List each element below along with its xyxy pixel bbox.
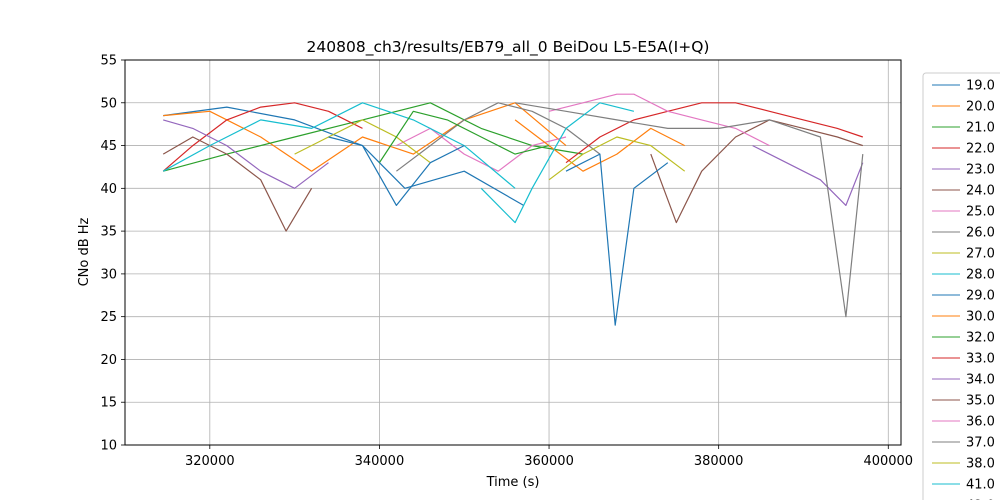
- series-line-32.0: [378, 110, 550, 164]
- x-axis: 320000 340000 360000 380000 400000: [185, 445, 913, 469]
- legend-entry-24.0: 24.0: [966, 184, 995, 199]
- legend-entry-25.0: 25.0: [966, 205, 995, 220]
- legend-entry-19.0: 19.0: [966, 79, 995, 94]
- chart-title: 240808_ch3/results/EB79_all_0 BeiDou L5-…: [307, 38, 710, 57]
- series-line-35.0: [650, 119, 863, 224]
- legend-entry-27.0: 27.0: [966, 247, 995, 262]
- legend-entry-37.0: 37.0: [966, 436, 995, 451]
- series-line-38.0: [548, 136, 686, 181]
- series-layer: [162, 93, 864, 326]
- series-line-33.0: [565, 102, 863, 164]
- legend-entry-29.0: 29.0: [966, 289, 995, 304]
- legend-entry-22.0: 22.0: [966, 142, 995, 157]
- legend-entry-30.0: 30.0: [966, 310, 995, 325]
- y-tick-label: 10: [100, 439, 117, 454]
- y-tick-label: 50: [100, 96, 117, 111]
- series-line-22.0: [162, 102, 363, 172]
- series-line-23.0: [163, 119, 329, 189]
- x-tick-label: 400000: [863, 454, 913, 469]
- y-tick-label: 55: [100, 54, 117, 69]
- plot-frame: [124, 59, 902, 446]
- legend-entry-42.0: 42.0: [966, 499, 995, 500]
- series-line-29.0: [328, 136, 465, 206]
- legend-entry-21.0: 21.0: [966, 121, 995, 136]
- grid: [125, 59, 901, 446]
- series-line-42.0: [565, 153, 669, 326]
- legend-entry-26.0: 26.0: [966, 226, 995, 241]
- series-line-37.0: [515, 102, 864, 318]
- x-tick-label: 340000: [355, 454, 405, 469]
- series-line-24.0: [162, 136, 313, 232]
- legend-entry-38.0: 38.0: [966, 457, 995, 472]
- series-line-25.0: [396, 127, 567, 172]
- legend-entry-34.0: 34.0: [966, 373, 995, 388]
- legend: 19.0 20.0 21.0 22.0 23.0 24.0 25.0 26.0 27.0 28.0…: [922, 72, 1000, 500]
- legend-entry-28.0: 28.0: [966, 268, 995, 283]
- y-axis-label: CNo dB Hz: [77, 217, 92, 286]
- series-line-41.0: [480, 102, 635, 224]
- y-tick-label: 45: [100, 139, 117, 154]
- series-line-34.0: [752, 145, 864, 206]
- legend-entry-23.0: 23.0: [966, 163, 995, 178]
- y-tick-label: 25: [100, 310, 117, 325]
- legend-entry-32.0: 32.0: [966, 331, 995, 346]
- legend-frame: [922, 72, 1000, 500]
- y-axis: 10 15 20 25 30 35 40 45 50 55: [100, 54, 125, 454]
- series-line-30.0: [514, 119, 685, 172]
- y-tick-label: 30: [100, 267, 117, 282]
- series-line-28.0: [162, 102, 516, 189]
- series-line-21.0: [163, 102, 584, 172]
- x-axis-label: Time (s): [486, 475, 540, 490]
- series-line-27.0: [294, 119, 431, 164]
- x-tick-label: 360000: [524, 454, 574, 469]
- legend-entry-36.0: 36.0: [966, 415, 995, 430]
- y-tick-label: 15: [100, 396, 117, 411]
- legend-entry-35.0: 35.0: [966, 394, 995, 409]
- y-tick-label: 40: [100, 182, 117, 197]
- series-line-36.0: [548, 93, 770, 147]
- y-tick-label: 35: [100, 225, 117, 240]
- x-tick-label: 320000: [185, 454, 235, 469]
- legend-entry-41.0: 41.0: [966, 478, 995, 493]
- legend-entry-33.0: 33.0: [966, 352, 995, 367]
- legend-entry-20.0: 20.0: [966, 100, 995, 115]
- y-tick-label: 20: [100, 353, 117, 368]
- x-tick-label: 380000: [694, 454, 744, 469]
